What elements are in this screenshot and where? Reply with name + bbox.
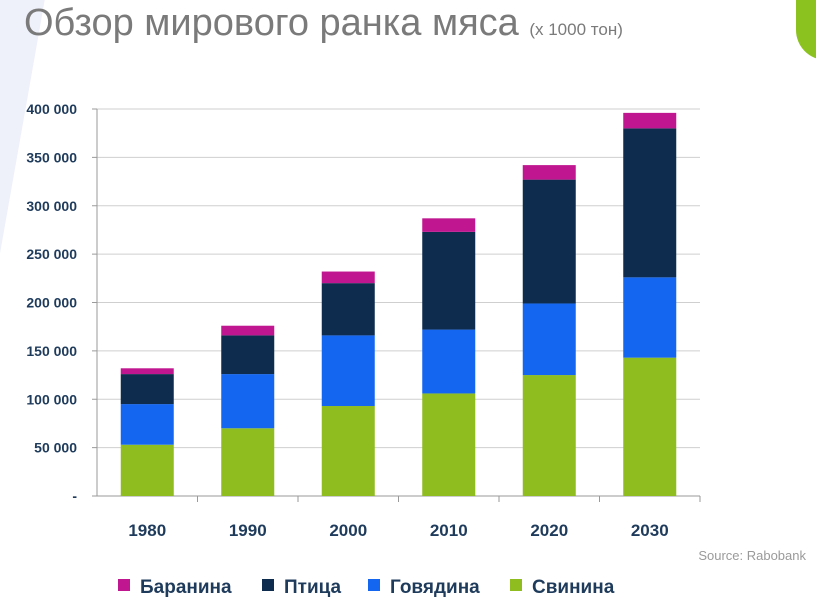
bar-segment-Птица [221, 335, 275, 375]
y-tick-label: 250 000 [26, 246, 77, 262]
bar-segment-Говядина [522, 303, 576, 376]
bar-segment-Птица [422, 231, 476, 330]
bar-segment-Птица [522, 179, 576, 304]
title-unit: (x 1000 тон) [529, 20, 623, 39]
bar-segment-Говядина [321, 335, 375, 407]
bar-segment-Свинина [120, 444, 174, 496]
legend-label: Птица [284, 577, 342, 598]
y-tick-label: 100 000 [26, 391, 77, 407]
bar-segment-Баранина [221, 325, 275, 336]
x-tick-label: 2030 [631, 521, 669, 540]
legend-label: Говядина [390, 577, 480, 598]
y-tick-label: 150 000 [26, 343, 77, 359]
bar-segment-Птица [120, 374, 174, 405]
y-tick-label: 400 000 [26, 101, 77, 117]
bar-segment-Говядина [221, 374, 275, 429]
bar-segment-Баранина [522, 165, 576, 180]
bar-segment-Баранина [120, 368, 174, 375]
legend-swatch [262, 579, 274, 591]
bar-segment-Свинина [623, 357, 677, 496]
bar-segment-Говядина [422, 329, 476, 394]
bar-segment-Птица [623, 128, 677, 278]
source-label: Source: Rabobank [698, 548, 806, 563]
x-tick-label: 1980 [128, 521, 166, 540]
bar-segment-Свинина [422, 393, 476, 496]
x-tick-label: 2020 [530, 521, 568, 540]
bar-segment-Свинина [221, 428, 275, 496]
legend-label: Свинина [532, 577, 615, 598]
page-title: Обзор мирового ранка мяса (x 1000 тон) [24, 2, 623, 45]
bar-segment-Баранина [321, 271, 375, 284]
y-tick-label: 200 000 [26, 295, 77, 311]
y-tick-label: 50 000 [34, 440, 77, 456]
legend-swatch [510, 579, 522, 591]
legend-swatch [118, 579, 130, 591]
legend-label: Баранина [140, 577, 232, 598]
title-text: Обзор мирового ранка мяса [24, 2, 519, 44]
bar-segment-Баранина [623, 112, 677, 129]
legend-swatch [368, 579, 380, 591]
bar-segment-Птица [321, 283, 375, 336]
bar-segment-Баранина [422, 218, 476, 232]
x-tick-label: 2010 [430, 521, 468, 540]
x-tick-label: 2000 [329, 521, 367, 540]
bar-segment-Свинина [321, 406, 375, 496]
bar-segment-Свинина [522, 375, 576, 496]
y-tick-label: 350 000 [26, 149, 77, 165]
bar-segment-Говядина [623, 277, 677, 358]
bar-segment-Говядина [120, 404, 174, 445]
y-tick-label: - [72, 488, 77, 504]
x-tick-label: 1990 [229, 521, 267, 540]
decorative-green-tab [796, 0, 816, 60]
y-tick-label: 300 000 [26, 198, 77, 214]
